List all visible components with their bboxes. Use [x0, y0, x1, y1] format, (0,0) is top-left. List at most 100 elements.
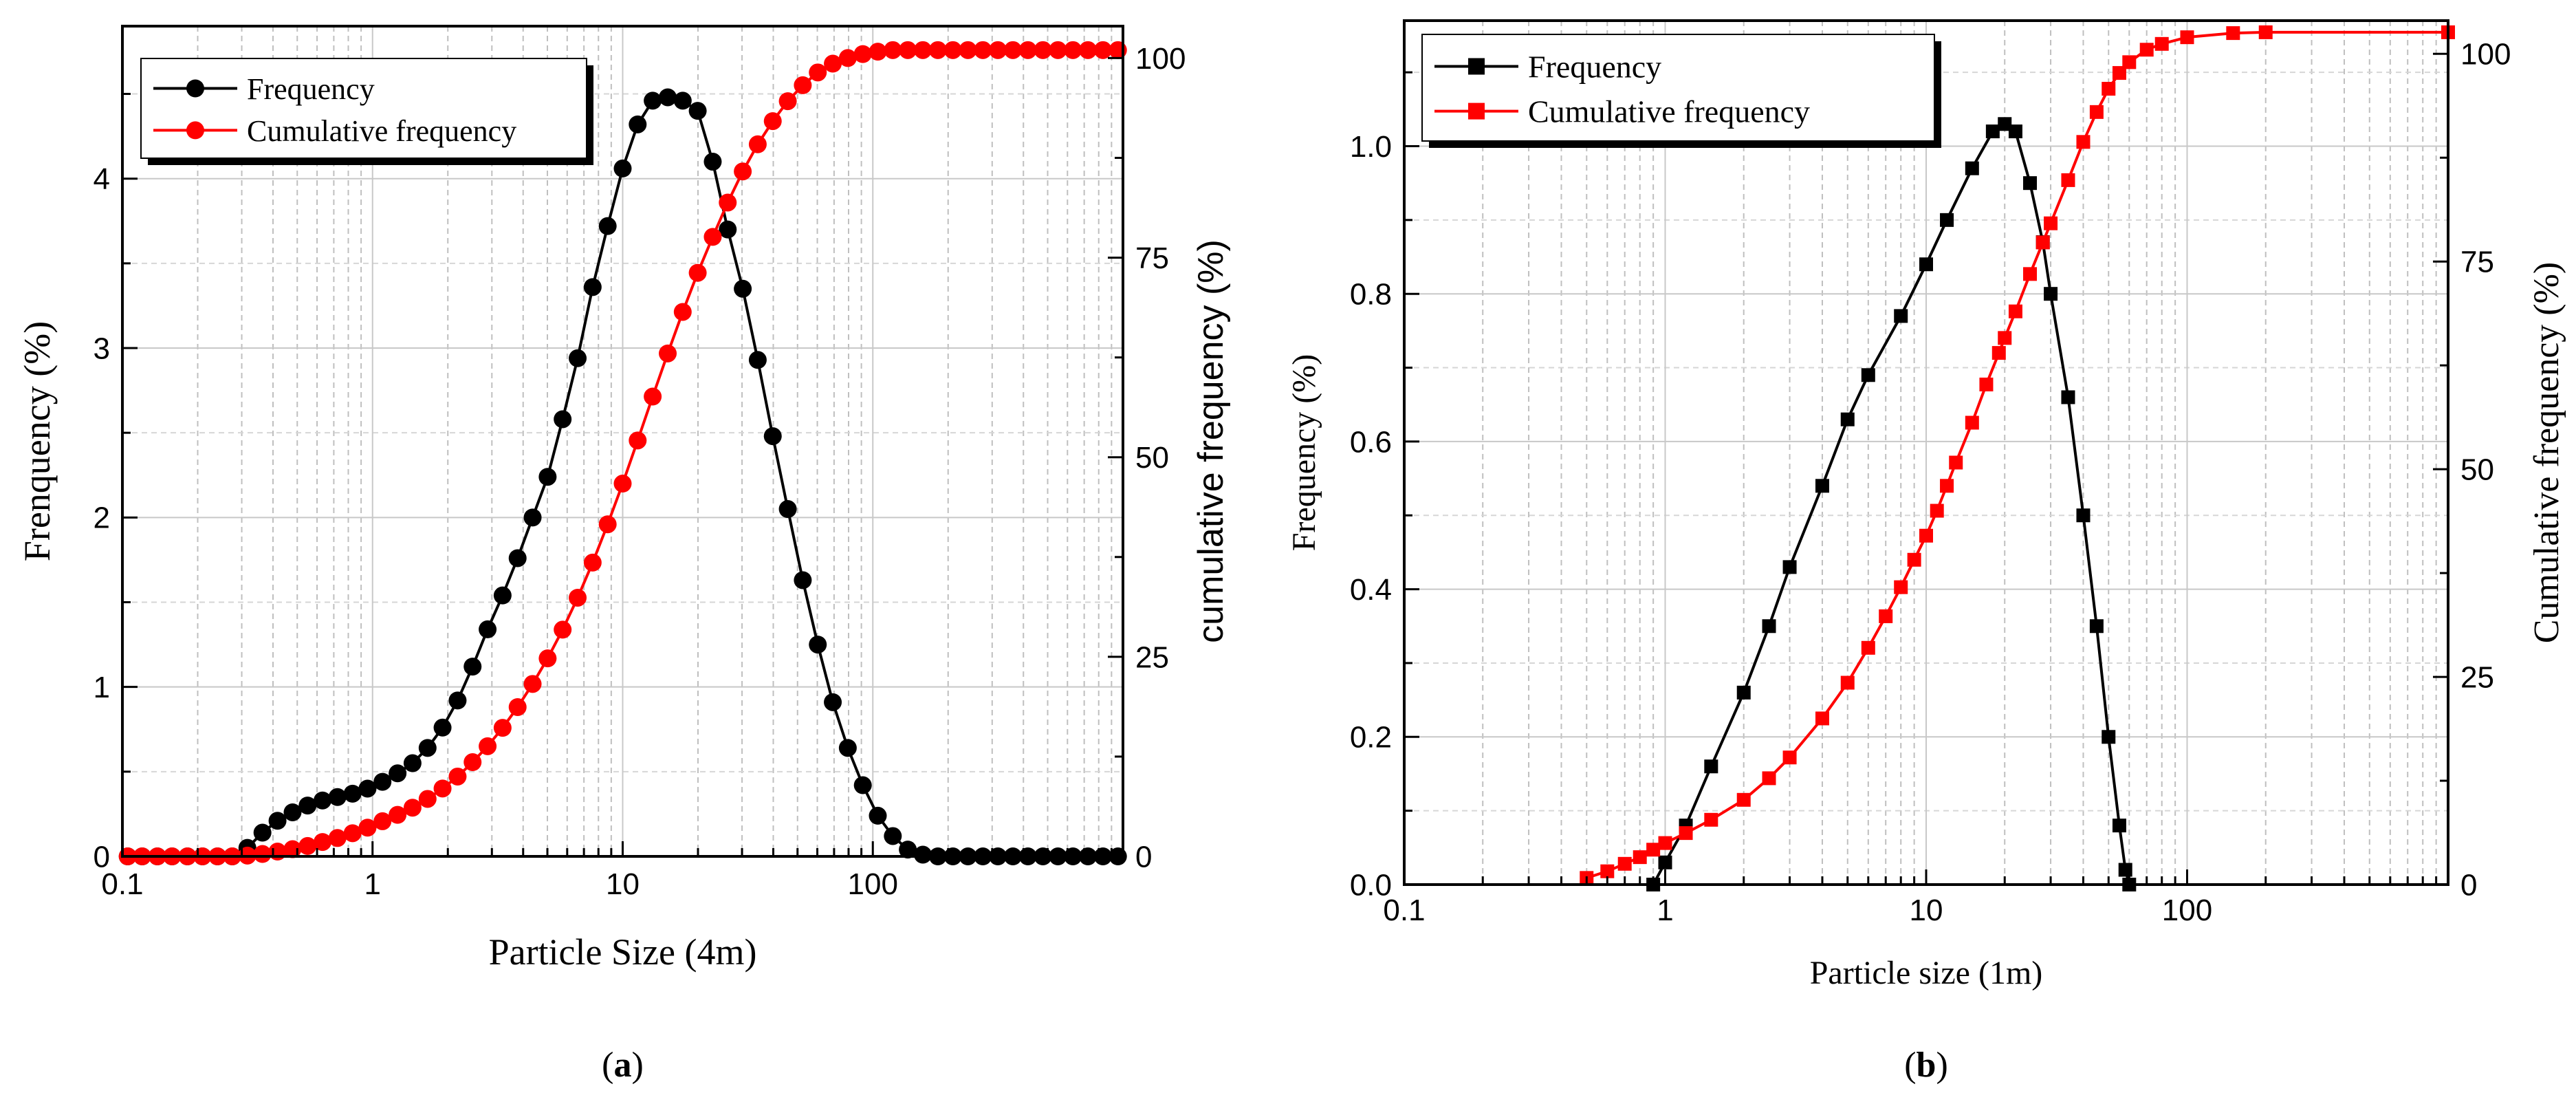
chart-b-cumulative-point: [2102, 82, 2116, 96]
chart-b-x-tick-label: 1: [1657, 894, 1673, 927]
chart-a-frequency-point: [328, 788, 347, 806]
chart-a-frequency-point: [538, 468, 557, 486]
chart-a-cumulative-point: [598, 515, 617, 534]
chart-b-cumulative-point: [1679, 826, 1693, 841]
chart-b-frequency-point: [2076, 508, 2091, 523]
chart-a-y-left-tick-labels: 0 1 2 3 4: [94, 162, 110, 874]
chart-a-cumulative-point: [989, 41, 1007, 59]
chart-a-frequency-point: [748, 351, 767, 369]
chart-b-x-tick-label: 0.1: [1383, 894, 1425, 927]
chart-a-frequency-point: [809, 636, 827, 654]
chart-a-frequency-point: [659, 88, 677, 107]
chart-b-cumulative-point: [1979, 377, 1994, 391]
chart-b-cumulative-point: [1907, 552, 1921, 567]
chart-b-cumulative-point: [1646, 843, 1661, 857]
chart-a-frequency-point: [479, 620, 497, 638]
chart-a-frequency-point: [523, 508, 542, 527]
chart-b-cumulative-point: [2112, 66, 2126, 80]
chart-b-legend-label-frequency: Frequency: [1528, 50, 1661, 85]
chart-b-series-cumulative-line: [1586, 30, 2448, 880]
chart-a-x-tick-label: 0.1: [101, 867, 143, 901]
chart-b-legend: Frequency Cumulative frequency: [1421, 34, 1941, 148]
chart-b-frequency-point: [1736, 685, 1751, 700]
chart-a-panel-letter: a: [614, 1046, 632, 1085]
chart-a-frequency-point: [463, 658, 482, 676]
chart-a-x-tick-labels: 0.1 1 10 100: [101, 867, 898, 901]
chart-a-frequency-point: [778, 500, 797, 519]
chart-b-frequency-point: [1985, 125, 2000, 139]
chart-a-cumulative-point: [959, 41, 977, 59]
chart-panel-b: 0.1 1 10 100 0.0 0.2 0.4 0.6 0.8 1.0 0 2…: [1286, 19, 2566, 1085]
chart-b-y-right-tick-label: 0: [2460, 868, 2477, 902]
chart-b-frequency-point: [2044, 287, 2058, 301]
chart-b-cumulative-point: [1879, 609, 1893, 623]
chart-a-frequency-point: [389, 764, 407, 783]
chart-a-frequency-point: [644, 91, 662, 110]
chart-a-frequency-point: [763, 427, 782, 446]
chart-a-cumulative-point: [403, 799, 422, 817]
chart-a-y-left-tick-label: 1: [94, 671, 110, 704]
chart-b-frequency-point: [2089, 619, 2104, 634]
chart-b-panel-caption: (b): [1904, 1046, 1948, 1085]
chart-a-y-left-axis-label: Frenquency (%): [17, 321, 58, 561]
chart-b-cumulative-point: [1633, 850, 1647, 865]
chart-a-y-left-tick-label: 0: [94, 840, 110, 874]
chart-a-y-right-tick-label: 50: [1135, 441, 1169, 475]
chart-a-legend-label-frequency: Frequency: [247, 72, 375, 106]
chart-a-frequency-point: [433, 718, 452, 737]
chart-a-frequency-point: [268, 812, 287, 830]
chart-a-cumulative-point: [943, 41, 962, 59]
chart-a-cumulative-point: [688, 263, 707, 282]
chart-b-cumulative-point: [1840, 675, 1855, 690]
chart-b-cumulative-point: [1704, 812, 1718, 827]
chart-b-cumulative-point: [1894, 580, 1908, 594]
chart-b-frequency-point: [1998, 117, 2012, 131]
chart-a-cumulative-point: [748, 135, 767, 153]
chart-a-y-left-tick-label: 4: [94, 162, 110, 196]
chart-a-cumulative-point: [659, 344, 677, 362]
chart-b-cumulative-point: [1949, 455, 1963, 470]
chart-a-cumulative-point: [493, 719, 512, 737]
chart-a-cumulative-point: [389, 805, 407, 824]
chart-b-cumulative-point: [2122, 55, 2137, 69]
chart-a-x-tick-label: 10: [606, 867, 640, 901]
chart-b-y-left-tick-label: 0.4: [1350, 573, 1392, 607]
chart-a-legend-marker-frequency: [186, 79, 204, 98]
chart-a-series-layer: [118, 41, 1127, 865]
chart-b-y-right-tick-labels: 0 25 50 75 100: [2460, 38, 2511, 902]
chart-b-frequency-point: [1840, 412, 1855, 426]
chart-b-y-left-tick-label: 0.6: [1350, 425, 1392, 459]
chart-b-legend-marker-shape: [1468, 102, 1485, 120]
chart-a-cumulative-point: [328, 829, 347, 847]
chart-a-frequency-point: [688, 102, 707, 120]
chart-b-cumulative-point: [2139, 43, 2154, 57]
chart-a-cumulative-point: [1064, 41, 1082, 59]
chart-b-y-right-tick-label: 25: [2460, 660, 2494, 694]
chart-b-cumulative-point: [1736, 792, 1751, 807]
chart-panel-a: 0.1 1 10 100 0 1 2 3 4 0 25 50 75 100 Pa…: [17, 25, 1231, 1085]
chart-a-cumulative-point: [899, 41, 917, 59]
chart-a-frequency-point: [824, 693, 842, 711]
chart-a-cumulative-point: [343, 824, 362, 843]
chart-b-legend-marker-frequency: [1468, 58, 1485, 75]
chart-a-frequency-point: [629, 115, 647, 133]
chart-a-cumulative-point: [763, 112, 782, 131]
chart-a-y-right-tick-label: 75: [1135, 241, 1169, 275]
chart-a-frequency-point: [508, 549, 527, 567]
chart-a-frequency-point: [719, 220, 737, 239]
chart-a-cumulative-point: [838, 49, 857, 67]
chart-a-y-right-tick-label: 0: [1135, 840, 1152, 874]
chart-a-frequency-point: [613, 159, 632, 177]
chart-b-y-left-tick-label: 1.0: [1350, 130, 1392, 164]
chart-a-cumulative-point: [1049, 41, 1067, 59]
chart-a-cumulative-point: [719, 193, 737, 212]
chart-a-frequency-point: [373, 772, 392, 791]
chart-a-frequency-point: [253, 823, 272, 842]
chart-a-cumulative-point: [613, 475, 632, 493]
chart-b-x-tick-label: 10: [1910, 894, 1943, 927]
chart-b-cumulative-point: [1815, 711, 1829, 726]
chart-b-frequency-point: [1940, 213, 1954, 227]
chart-a-x-tick-label: 1: [364, 867, 381, 901]
chart-a-frequency-point: [493, 586, 512, 605]
